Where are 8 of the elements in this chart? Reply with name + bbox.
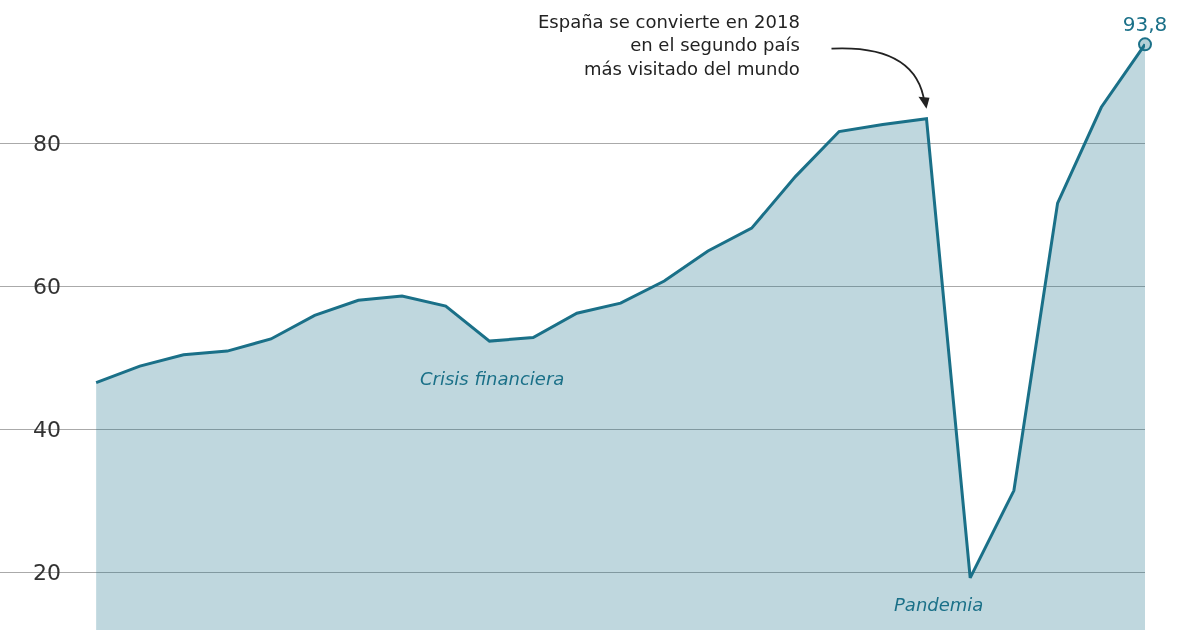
- y-tick-label: 80: [33, 130, 61, 156]
- data-label: 93,8: [1122, 11, 1168, 36]
- y-tick-label: 20: [33, 559, 61, 585]
- annotation: Crisis financiera: [420, 368, 565, 389]
- y-tick-label: 60: [33, 273, 61, 299]
- y-tick-label: 40: [33, 416, 61, 442]
- annotation: España se convierte en 2018 en el segundo país más visitado del mundo: [538, 11, 800, 79]
- annotation: Pandemia: [894, 594, 984, 615]
